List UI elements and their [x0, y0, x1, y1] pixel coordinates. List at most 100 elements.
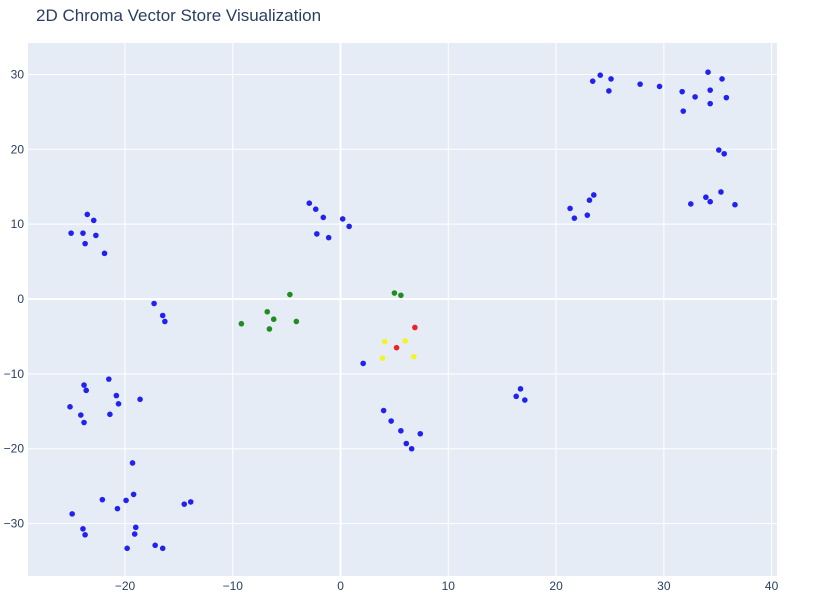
- data-point-blue[interactable]: [159, 312, 166, 319]
- data-point-blue[interactable]: [124, 545, 130, 552]
- data-point-blue[interactable]: [567, 205, 573, 212]
- x-tick-label: −10: [223, 579, 244, 593]
- data-point-blue[interactable]: [320, 214, 327, 221]
- data-point-blue[interactable]: [312, 206, 319, 212]
- data-point-blue[interactable]: [78, 412, 84, 418]
- data-point-blue[interactable]: [325, 234, 332, 241]
- data-point-blue[interactable]: [513, 393, 519, 400]
- x-tick-label: 40: [765, 579, 779, 593]
- data-point-green[interactable]: [238, 320, 245, 327]
- data-point-blue[interactable]: [90, 217, 97, 224]
- data-point-blue[interactable]: [81, 382, 87, 388]
- data-point-blue[interactable]: [707, 198, 713, 205]
- data-point-blue[interactable]: [152, 542, 158, 549]
- data-point-red[interactable]: [412, 324, 418, 331]
- data-point-blue[interactable]: [732, 201, 738, 208]
- data-point-yellow[interactable]: [379, 355, 386, 361]
- data-point-blue[interactable]: [637, 81, 643, 87]
- data-point-blue[interactable]: [705, 69, 711, 75]
- data-point-blue[interactable]: [83, 387, 89, 394]
- data-point-blue[interactable]: [81, 419, 87, 426]
- data-point-blue[interactable]: [137, 396, 143, 403]
- data-point-red[interactable]: [393, 344, 400, 351]
- data-point-blue[interactable]: [151, 300, 157, 307]
- data-point-blue[interactable]: [67, 404, 73, 410]
- data-point-blue[interactable]: [187, 499, 194, 505]
- data-point-blue[interactable]: [723, 94, 730, 101]
- data-point-blue[interactable]: [99, 496, 106, 503]
- y-tick-label: 30: [11, 67, 25, 81]
- data-point-blue[interactable]: [692, 94, 698, 100]
- data-point-blue[interactable]: [346, 223, 352, 230]
- data-point-blue[interactable]: [82, 532, 88, 538]
- chart-title: 2D Chroma Vector Store Visualization: [36, 6, 322, 25]
- data-point-blue[interactable]: [388, 418, 394, 424]
- data-point-blue[interactable]: [339, 216, 346, 222]
- data-point-green[interactable]: [270, 316, 277, 323]
- data-point-blue[interactable]: [707, 87, 713, 93]
- data-point-blue[interactable]: [716, 147, 722, 153]
- data-point-blue[interactable]: [380, 407, 387, 414]
- data-point-blue[interactable]: [69, 511, 75, 517]
- data-point-blue[interactable]: [132, 524, 139, 531]
- data-point-blue[interactable]: [719, 76, 725, 82]
- data-point-blue[interactable]: [130, 491, 137, 498]
- data-point-blue[interactable]: [162, 318, 168, 325]
- data-point-yellow[interactable]: [402, 338, 408, 344]
- data-point-blue[interactable]: [606, 88, 612, 94]
- data-point-blue[interactable]: [680, 108, 687, 114]
- data-point-blue[interactable]: [101, 250, 108, 257]
- data-point-blue[interactable]: [408, 445, 415, 452]
- data-point-blue[interactable]: [721, 150, 727, 157]
- data-point-green[interactable]: [391, 290, 398, 296]
- data-point-blue[interactable]: [586, 197, 593, 204]
- data-point-blue[interactable]: [131, 531, 138, 537]
- data-point-blue[interactable]: [129, 460, 136, 466]
- x-axis-ticks: −20 −10 0 10 20 30 40: [115, 579, 779, 593]
- data-point-blue[interactable]: [571, 215, 578, 221]
- data-point-blue[interactable]: [115, 401, 122, 407]
- data-point-blue[interactable]: [314, 231, 320, 237]
- data-point-blue[interactable]: [82, 240, 88, 247]
- data-point-blue[interactable]: [80, 230, 86, 236]
- data-point-blue[interactable]: [306, 200, 313, 206]
- data-point-blue[interactable]: [113, 392, 120, 399]
- data-point-green[interactable]: [398, 292, 404, 299]
- data-point-yellow[interactable]: [381, 338, 388, 345]
- data-point-blue[interactable]: [417, 430, 424, 437]
- data-point-blue[interactable]: [656, 83, 663, 90]
- data-point-blue[interactable]: [114, 505, 121, 512]
- data-point-blue[interactable]: [718, 189, 724, 195]
- data-point-blue[interactable]: [106, 376, 112, 382]
- data-point-blue[interactable]: [360, 360, 366, 367]
- data-point-blue[interactable]: [123, 497, 129, 504]
- data-point-blue[interactable]: [159, 545, 166, 552]
- data-point-blue[interactable]: [679, 88, 685, 95]
- data-point-blue[interactable]: [597, 72, 604, 78]
- data-point-blue[interactable]: [687, 201, 694, 207]
- data-point-blue[interactable]: [590, 192, 597, 198]
- data-point-blue[interactable]: [398, 427, 404, 434]
- data-points: [67, 69, 738, 552]
- data-point-blue[interactable]: [68, 230, 74, 236]
- data-point-blue[interactable]: [93, 232, 99, 239]
- data-point-blue[interactable]: [84, 211, 91, 218]
- data-point-green[interactable]: [266, 326, 273, 332]
- data-point-blue[interactable]: [107, 411, 113, 418]
- data-point-blue[interactable]: [584, 212, 591, 218]
- data-point-green[interactable]: [293, 318, 300, 325]
- data-point-green[interactable]: [264, 308, 271, 315]
- data-point-blue[interactable]: [80, 526, 86, 532]
- grid-lines: [28, 43, 777, 576]
- data-point-blue[interactable]: [589, 78, 596, 84]
- data-point-blue[interactable]: [522, 397, 528, 403]
- data-point-blue[interactable]: [181, 501, 188, 507]
- data-point-blue[interactable]: [707, 100, 713, 107]
- data-point-green[interactable]: [287, 291, 293, 298]
- data-point-blue[interactable]: [608, 76, 614, 82]
- data-point-yellow[interactable]: [411, 353, 417, 360]
- data-point-blue[interactable]: [703, 194, 709, 201]
- data-point-blue[interactable]: [403, 440, 410, 447]
- data-point-blue[interactable]: [517, 386, 524, 392]
